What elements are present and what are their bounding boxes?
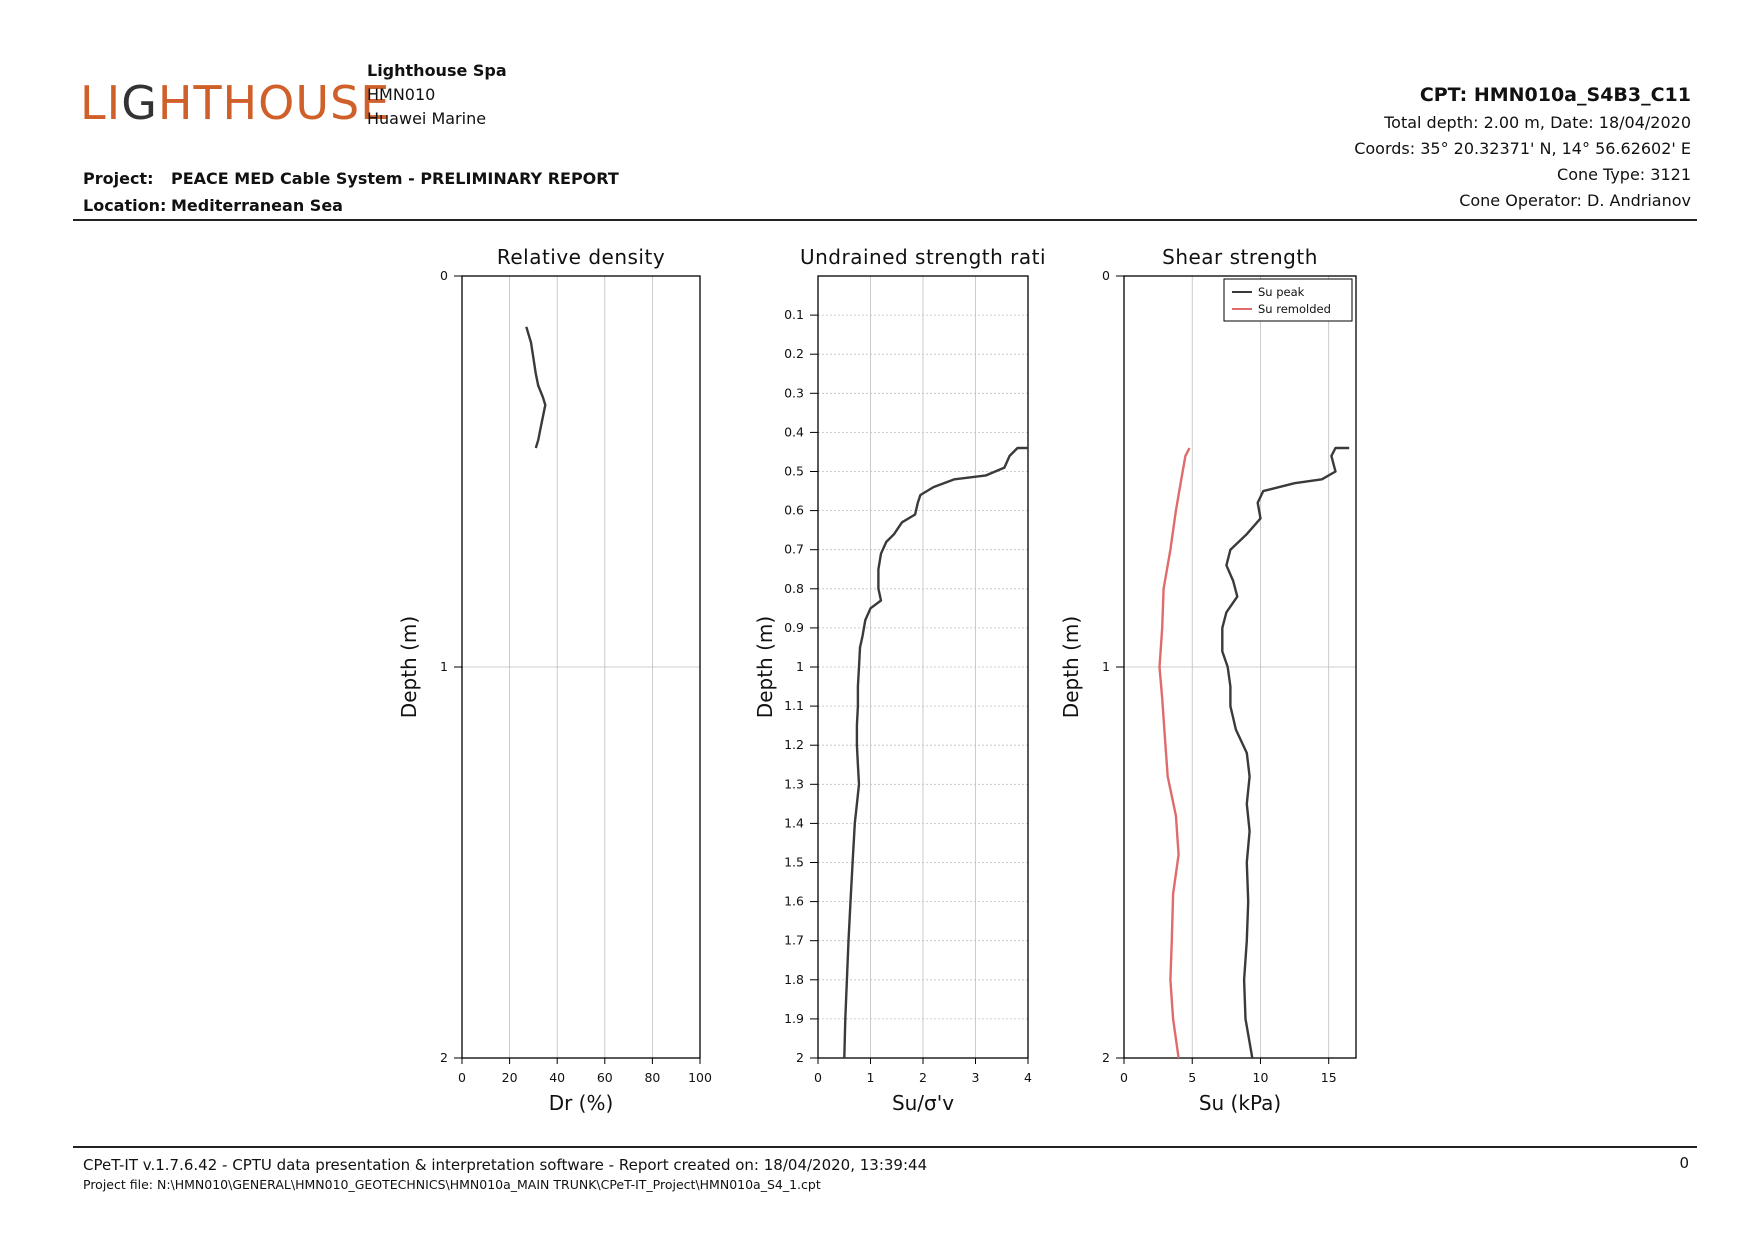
legend-label: Su remolded xyxy=(1258,302,1331,316)
y-tick-label: 1.9 xyxy=(784,1011,804,1026)
series-line-su-remolded xyxy=(1158,447,1191,1058)
y-tick-label: 2 xyxy=(796,1050,804,1065)
x-tick-label: 0 xyxy=(1120,1070,1128,1085)
client-name: Huawei Marine xyxy=(367,109,487,128)
y-tick-label: 1.5 xyxy=(784,855,804,870)
x-axis-label: Su (kPa) xyxy=(1199,1091,1281,1115)
x-tick-label: 1 xyxy=(867,1070,875,1085)
x-axis-label: Su/σ'v xyxy=(892,1091,954,1115)
chart-title: Undrained strength rati xyxy=(800,245,1046,269)
plot-frame xyxy=(817,275,1029,1059)
chart-title: Shear strength xyxy=(1162,245,1318,269)
header-divider xyxy=(73,219,1697,221)
legend: Su peak Su remolded xyxy=(1223,278,1353,322)
cpt-info: CPT: HMN010a_S4B3_C11 Total depth: 2.00 … xyxy=(1354,82,1691,214)
y-tick-label: 0.6 xyxy=(784,503,804,518)
y-axis-label: Depth (m) xyxy=(1059,616,1083,718)
y-axis-label: Depth (m) xyxy=(753,616,777,718)
legend-label: Su peak xyxy=(1258,285,1305,299)
x-tick-label: 3 xyxy=(972,1070,980,1085)
x-tick-label: 0 xyxy=(814,1070,822,1085)
y-tick-label: 0.4 xyxy=(784,424,804,439)
company-name: Lighthouse Spa xyxy=(367,61,507,80)
plot-frame xyxy=(1123,275,1357,1059)
chart-title: Relative density xyxy=(497,245,665,269)
location-label: Location: xyxy=(83,196,167,215)
project-block: Project: PEACE MED Cable System - PRELIMI… xyxy=(83,165,619,219)
y-tick-label: 1.6 xyxy=(784,894,804,909)
y-tick-label: 0 xyxy=(440,268,448,283)
series-line-su-peak xyxy=(1221,446,1350,1058)
y-tick-label: 0.9 xyxy=(784,620,804,635)
y-tick-label: 1 xyxy=(796,659,804,674)
x-tick-label: 4 xyxy=(1024,1070,1032,1085)
y-tick-label: 2 xyxy=(440,1050,448,1065)
y-tick-label: 2 xyxy=(1102,1050,1110,1065)
location-value: Mediterranean Sea xyxy=(171,196,343,215)
total-depth: Total depth: 2.00 m, Date: 18/04/2020 xyxy=(1384,113,1691,132)
footer: CPeT-IT v.1.7.6.42 - CPTU data presentat… xyxy=(83,1156,927,1194)
y-tick-label: 0 xyxy=(1102,268,1110,283)
y-tick-label: 1.4 xyxy=(784,815,804,830)
x-tick-label: 60 xyxy=(597,1070,613,1085)
x-tick-label: 15 xyxy=(1321,1070,1337,1085)
company-code: HMN010 xyxy=(367,85,436,104)
y-tick-label: 0.2 xyxy=(784,346,804,361)
y-tick-label: 0.8 xyxy=(784,581,804,596)
software-info: CPeT-IT v.1.7.6.42 - CPTU data presentat… xyxy=(83,1156,928,1174)
plot-frame xyxy=(461,275,701,1059)
legend-box xyxy=(1223,278,1353,322)
x-tick-label: 0 xyxy=(458,1070,466,1085)
y-tick-label: 0.7 xyxy=(784,542,804,557)
footer-divider xyxy=(73,1146,1697,1148)
company-block: Lighthouse Spa HMN010 Huawei Marine xyxy=(367,59,507,131)
lighthouse-logo: LIGHTHOUSE xyxy=(80,76,390,130)
logo-part-c: HTHOUSE xyxy=(157,76,391,130)
x-tick-label: 40 xyxy=(549,1070,565,1085)
page-number: 0 xyxy=(1679,1154,1689,1172)
x-axis-label: Dr (%) xyxy=(549,1091,614,1115)
x-tick-label: 80 xyxy=(644,1070,660,1085)
x-tick-label: 5 xyxy=(1188,1070,1196,1085)
x-tick-label: 20 xyxy=(502,1070,518,1085)
cone-operator: Cone Operator: D. Andrianov xyxy=(1459,191,1691,210)
y-tick-label: 0.3 xyxy=(784,385,804,400)
y-tick-label: 1.8 xyxy=(784,972,804,987)
project-file: Project file: N:\HMN010\GENERAL\HMN010_G… xyxy=(83,1177,821,1192)
chart-1: 0 20 40 60 80 100 0 1 2 Relative density Dr (%) Dep… xyxy=(397,245,712,1115)
chart-2: 0 1 2 3 4 0.1 0.2 0.3 0.4 0.5 0.6 0.7 0.8 0.9 1 1.1 1.2 1… xyxy=(753,245,1046,1115)
y-tick-label: 1.1 xyxy=(784,698,804,713)
y-tick-label: 1 xyxy=(440,659,448,674)
project-label: Project: xyxy=(83,169,154,188)
coords: Coords: 35° 20.32371' N, 14° 56.62602' E xyxy=(1354,139,1691,158)
y-tick-label: 1 xyxy=(1102,659,1110,674)
cone-type: Cone Type: 3121 xyxy=(1557,165,1691,184)
series-line-1 xyxy=(525,326,547,449)
y-tick-label: 1.2 xyxy=(784,737,804,752)
y-tick-label: 0.1 xyxy=(784,307,804,322)
x-tick-label: 2 xyxy=(919,1070,927,1085)
y-axis-label: Depth (m) xyxy=(397,616,421,718)
y-tick-label: 1.3 xyxy=(784,776,804,791)
chart-3: 0 5 10 15 0 1 2 Shear strength Su (kPa) Depth (m)… xyxy=(1059,245,1357,1115)
y-tick-label: 0.5 xyxy=(784,464,804,479)
logo-part-a: LI xyxy=(80,76,122,130)
series-line-1 xyxy=(843,446,1028,1058)
x-tick-label: 100 xyxy=(688,1070,712,1085)
x-tick-label: 10 xyxy=(1253,1070,1269,1085)
cpt-title: CPT: HMN010a_S4B3_C11 xyxy=(1419,84,1691,106)
logo-part-b: G xyxy=(121,76,158,130)
y-tick-label: 1.7 xyxy=(784,933,804,948)
project-value: PEACE MED Cable System - PRELIMINARY REP… xyxy=(171,169,619,188)
